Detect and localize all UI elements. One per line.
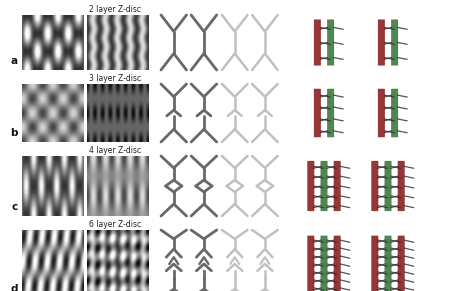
FancyBboxPatch shape (371, 161, 378, 211)
FancyBboxPatch shape (384, 236, 392, 291)
FancyBboxPatch shape (327, 19, 334, 65)
FancyBboxPatch shape (314, 19, 321, 65)
FancyBboxPatch shape (384, 161, 392, 211)
Text: 2 layer Z-disc: 2 layer Z-disc (89, 5, 141, 14)
FancyBboxPatch shape (307, 161, 314, 211)
FancyBboxPatch shape (307, 236, 314, 291)
Text: d: d (10, 284, 18, 291)
Bar (161, 15, 219, 70)
Text: c: c (12, 202, 18, 212)
Bar (294, 15, 354, 70)
Bar (222, 15, 280, 70)
Bar (294, 156, 354, 216)
Bar (161, 230, 219, 291)
FancyBboxPatch shape (320, 161, 328, 211)
Text: 3 layer Z-disc: 3 layer Z-disc (89, 74, 141, 83)
FancyBboxPatch shape (398, 236, 405, 291)
FancyBboxPatch shape (391, 89, 398, 137)
FancyBboxPatch shape (314, 89, 321, 137)
FancyBboxPatch shape (334, 161, 341, 211)
FancyBboxPatch shape (378, 89, 385, 137)
FancyBboxPatch shape (391, 19, 398, 65)
FancyBboxPatch shape (398, 161, 405, 211)
FancyBboxPatch shape (334, 236, 341, 291)
FancyBboxPatch shape (320, 236, 328, 291)
Bar (358, 230, 418, 291)
Bar (161, 84, 219, 142)
Bar (222, 156, 280, 216)
Text: b: b (10, 128, 18, 138)
FancyBboxPatch shape (327, 89, 334, 137)
Bar (294, 84, 354, 142)
Bar (358, 156, 418, 216)
FancyBboxPatch shape (378, 19, 385, 65)
Bar (222, 84, 280, 142)
FancyBboxPatch shape (371, 236, 378, 291)
Bar (358, 15, 418, 70)
Bar (358, 84, 418, 142)
Text: 6 layer Z-disc: 6 layer Z-disc (89, 220, 141, 229)
Text: a: a (11, 56, 18, 66)
Bar (294, 230, 354, 291)
Text: 4 layer Z-disc: 4 layer Z-disc (89, 146, 141, 155)
Bar (222, 230, 280, 291)
Bar (161, 156, 219, 216)
